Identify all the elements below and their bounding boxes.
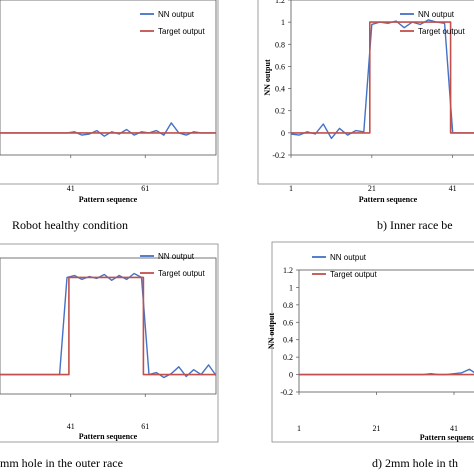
chart-panel-2: -0.2 0 0.2 0.4 0.6 0.8 1 1.2 1 21 41 Pattern sequen… bbox=[257, 0, 474, 204]
y-tick-label: 0.2 bbox=[283, 353, 293, 362]
y-tick-label: 0.8 bbox=[275, 40, 285, 49]
series-line-target-output bbox=[0, 276, 216, 376]
y-tick-label: -0.2 bbox=[272, 151, 285, 160]
legend-label: NN output bbox=[158, 252, 195, 261]
y-tick-label: 1 bbox=[289, 283, 293, 292]
x-tick-label: 21 bbox=[373, 424, 381, 433]
x-tick-label: 41 bbox=[67, 184, 75, 193]
series-line-nn-output bbox=[0, 272, 217, 379]
legend-label: NN output bbox=[330, 253, 367, 262]
x-tick-label: 1 bbox=[289, 184, 293, 193]
legend-label: NN output bbox=[158, 10, 195, 19]
x-tick-label: 61 bbox=[141, 422, 149, 431]
y-tick-label: 0.4 bbox=[275, 85, 285, 94]
y-tick-label: 1.2 bbox=[275, 0, 285, 5]
legend-label: Target output bbox=[158, 27, 205, 36]
series-line-nn-output bbox=[290, 19, 474, 140]
y-tick-label: 0 bbox=[281, 129, 285, 138]
x-tick-label: 41 bbox=[449, 184, 457, 193]
legend-label: Target output bbox=[158, 269, 205, 278]
x-tick-label: 41 bbox=[450, 424, 458, 433]
plot-area bbox=[290, 0, 474, 156]
x-axis-label: Pattern sequence bbox=[79, 195, 138, 204]
y-tick-label: 0.4 bbox=[283, 336, 293, 345]
figure-caption-3: mm hole in the outer race bbox=[0, 456, 123, 470]
x-tick-label: 61 bbox=[141, 184, 149, 193]
x-axis-label: Pattern sequence bbox=[79, 432, 138, 441]
chart-frame bbox=[257, 0, 474, 185]
y-tick-label: 1 bbox=[281, 18, 285, 27]
y-tick-label: 1.2 bbox=[283, 266, 293, 275]
plot-area bbox=[0, 0, 217, 156]
y-tick-label: 0.8 bbox=[283, 301, 293, 310]
plot-area bbox=[0, 257, 217, 395]
series-line-target-output bbox=[291, 21, 474, 134]
x-tick-label: 41 bbox=[67, 422, 75, 431]
plot-area bbox=[298, 269, 474, 393]
chart-frame bbox=[0, 243, 219, 443]
figure-caption-4: d) 2mm hole in th bbox=[372, 456, 458, 470]
figure-caption-1: Robot healthy condition bbox=[12, 218, 128, 232]
legend-label: Target output bbox=[418, 27, 465, 36]
x-axis-label: Pattern sequence bbox=[420, 433, 474, 442]
series-line-nn-output bbox=[0, 122, 216, 137]
legend-label: Target output bbox=[330, 270, 377, 279]
x-tick-label: 21 bbox=[368, 184, 376, 193]
x-tick-label: 1 bbox=[297, 424, 301, 433]
y-tick-label: 0.6 bbox=[275, 62, 285, 71]
y-axis-label: NN output bbox=[267, 313, 276, 350]
y-tick-label: 0.2 bbox=[275, 107, 285, 116]
x-axis-label: Pattern sequence bbox=[359, 195, 418, 204]
y-axis-label: NN output bbox=[263, 59, 272, 96]
figure-caption-2: b) Inner race be bbox=[377, 218, 453, 232]
chart-frame bbox=[0, 0, 219, 185]
y-tick-label: 0.6 bbox=[283, 318, 293, 327]
y-tick-label: 0 bbox=[289, 371, 293, 380]
chart-frame bbox=[271, 241, 474, 443]
legend-label: NN output bbox=[418, 10, 455, 19]
y-tick-label: -0.2 bbox=[280, 388, 293, 397]
